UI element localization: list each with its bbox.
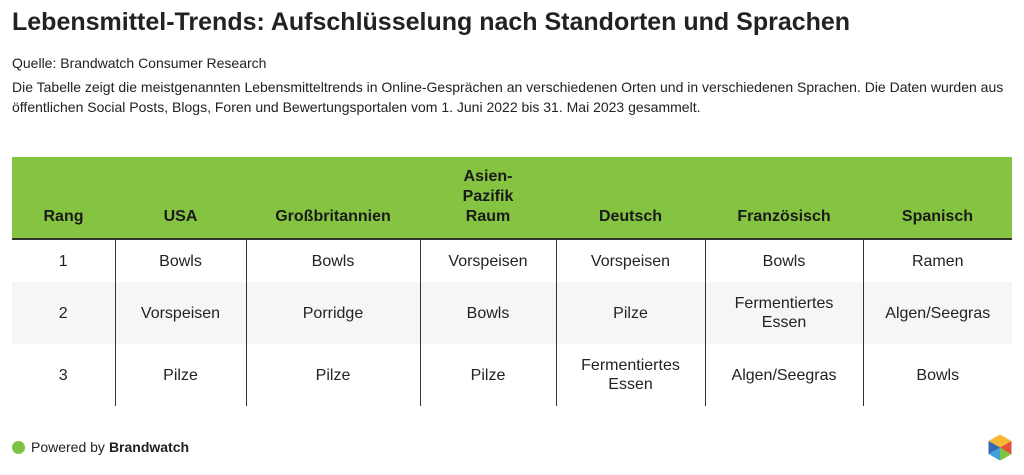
cell-franzoesisch: Fermentiertes Essen	[704, 282, 863, 344]
table-row: 3 Pilze Pilze Pilze Fermentiertes Essen …	[12, 344, 1012, 406]
column-header-asien-pazifik: Asien-Pazifik Raum	[420, 157, 556, 240]
brand-name: Brandwatch	[108, 439, 190, 455]
green-dot-icon	[12, 440, 25, 454]
cell-deutsch: Vorspeisen	[555, 239, 705, 282]
table-row: 1 Bowls Bowls Vorspeisen Vorspeisen Bowl…	[12, 239, 1012, 282]
cell-spanisch: Bowls	[862, 344, 1012, 406]
cell-rank: 3	[58, 366, 68, 384]
trends-table-container: Rang USA Großbritannien Asien-Pazifik Ra…	[12, 157, 1012, 406]
cell-asien-pazifik: Bowls	[419, 282, 556, 344]
column-header-franzoesisch: Französisch	[705, 157, 863, 240]
column-header-usa: USA	[115, 157, 246, 240]
cell-rank: 2	[12, 282, 115, 344]
column-header-rang: Rang	[12, 157, 115, 240]
trends-table: Rang USA Großbritannien Asien-Pazifik Ra…	[12, 157, 1012, 406]
column-header-grossbritannien: Großbritannien	[246, 157, 420, 240]
cell-grossbritannien: Bowls	[245, 239, 420, 282]
table-body: 1 Bowls Bowls Vorspeisen Vorspeisen Bowl…	[12, 239, 1012, 406]
cell-rank: 1	[58, 252, 68, 270]
cell-grossbritannien: Pilze	[245, 344, 420, 406]
table-description: Die Tabelle zeigt die meistgenannten Leb…	[12, 79, 1004, 115]
column-header-deutsch: Deutsch	[556, 157, 705, 240]
cell-usa: Vorspeisen	[114, 282, 246, 344]
cell-deutsch: Pilze	[555, 282, 705, 344]
cell-asien-pazifik: Vorspeisen	[419, 239, 556, 282]
cell-usa: Pilze	[114, 344, 246, 406]
cell-spanisch: Ramen	[862, 239, 1012, 282]
brandwatch-hexagon-logo-icon[interactable]	[988, 434, 1012, 461]
table-header: Rang USA Großbritannien Asien-Pazifik Ra…	[12, 157, 1012, 240]
cell-usa: Bowls	[114, 239, 246, 282]
cell-franzoesisch: Algen/Seegras	[704, 344, 863, 406]
source-note: Quelle: Brandwatch Consumer Research	[12, 55, 267, 71]
column-header-spanisch: Spanisch	[863, 157, 1012, 240]
table-row: 2 Vorspeisen Porridge Bowls Pilze Fermen…	[12, 282, 1012, 344]
page-title: Lebensmittel-Trends: Aufschlüsselung nac…	[12, 8, 851, 36]
cell-asien-pazifik: Pilze	[419, 344, 556, 406]
cell-deutsch: Fermentiertes Essen	[555, 344, 705, 406]
cell-spanisch: Algen/Seegras	[862, 282, 1012, 344]
cell-grossbritannien: Porridge	[245, 282, 420, 344]
cell-franzoesisch: Bowls	[704, 239, 863, 282]
powered-by-label: Powered by	[31, 439, 105, 455]
powered-by-footer[interactable]: Powered by Brandwatch	[12, 438, 189, 456]
